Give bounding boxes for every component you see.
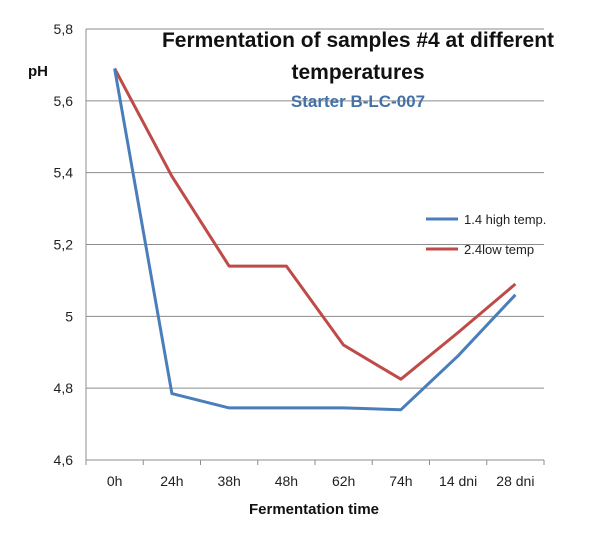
y-tick-label: 4,6 xyxy=(54,452,74,468)
legend-label-series-2: 2.4low temp xyxy=(464,242,534,257)
y-tick-label: 5,2 xyxy=(54,237,74,253)
chart-title-line-1: Fermentation of samples #4 at different xyxy=(162,29,554,52)
y-tick-label: 5 xyxy=(65,308,73,324)
x-tick-label: 62h xyxy=(332,473,355,489)
y-axis-label: pH xyxy=(28,63,48,80)
y-tick-label: 5,6 xyxy=(54,93,74,109)
x-axis-label: Fermentation time xyxy=(249,501,379,518)
x-tick-label: 38h xyxy=(217,473,240,489)
x-tick-label: 28 dni xyxy=(496,473,534,489)
y-tick-labels: 4,6 4,8 5 5,2 5,4 5,6 5,8 xyxy=(54,21,74,468)
series-line-2 xyxy=(113,67,517,381)
y-tick-label: 5,4 xyxy=(54,165,74,181)
gridlines xyxy=(85,28,545,465)
series-line-1 xyxy=(113,68,517,412)
series-lines xyxy=(113,67,517,412)
chart-subtitle: Starter B-LC-007 xyxy=(291,92,425,111)
x-tick-label: 14 dni xyxy=(439,473,477,489)
legend-label-series-1: 1.4 high temp. xyxy=(464,212,546,227)
x-tick-label: 74h xyxy=(389,473,412,489)
x-tick-labels: 0h 24h 38h 48h 62h 74h 14 dni 28 dni xyxy=(107,473,535,489)
y-tick-label: 5,8 xyxy=(54,21,74,37)
x-tick-label: 0h xyxy=(107,473,123,489)
chart-title-line-2: temperatures xyxy=(291,61,424,84)
x-tick-label: 48h xyxy=(275,473,298,489)
x-tick-label: 24h xyxy=(160,473,183,489)
legend: 1.4 high temp. 2.4low temp xyxy=(426,212,546,257)
y-tick-label: 4,8 xyxy=(54,380,74,396)
